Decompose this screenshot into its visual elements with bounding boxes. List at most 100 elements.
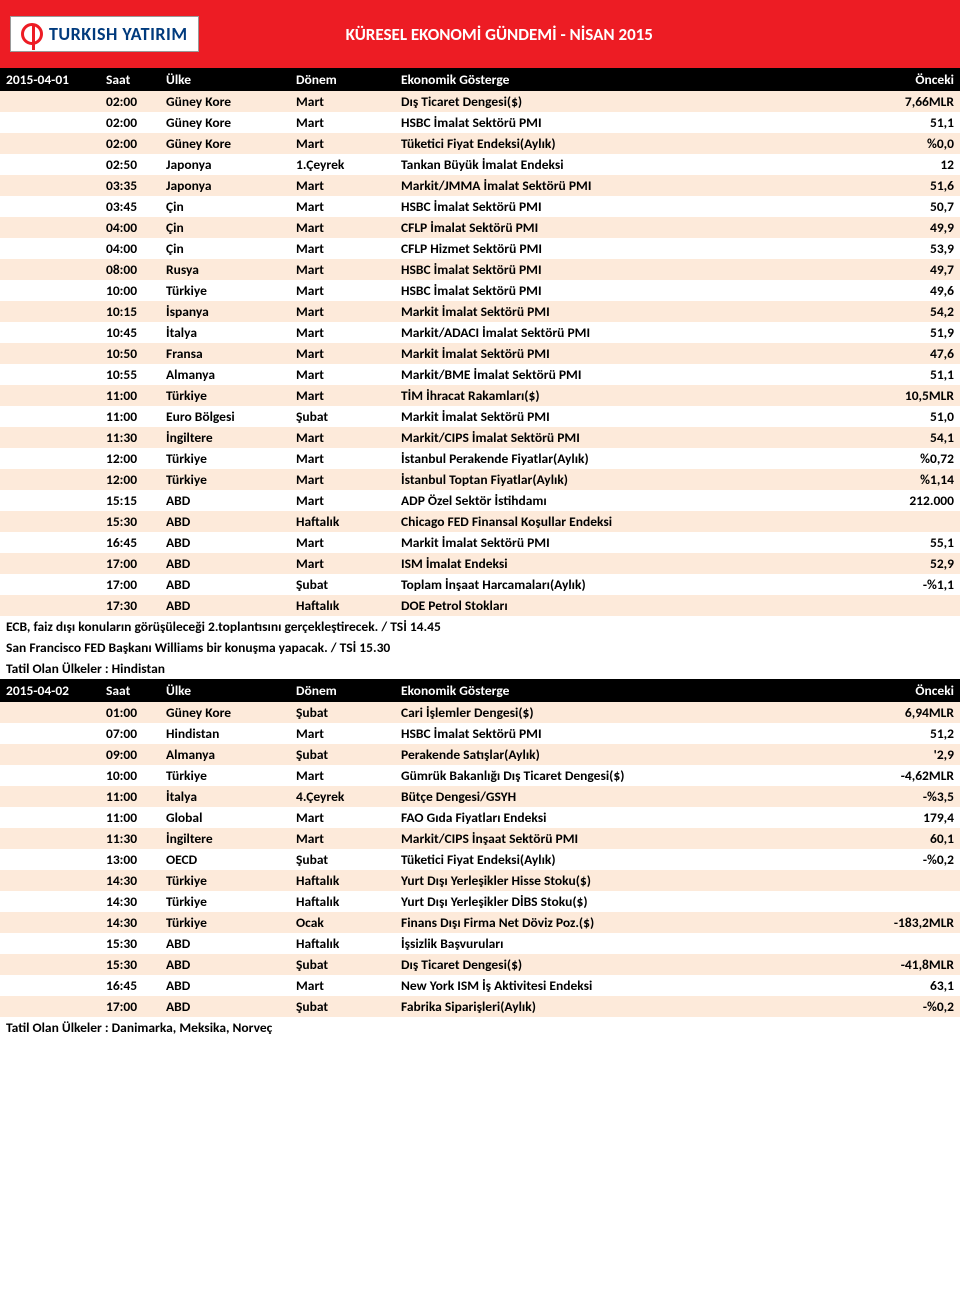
cell-date — [6, 324, 106, 341]
cell-ulke: İtalya — [166, 324, 296, 341]
cell-ulke: Çin — [166, 219, 296, 236]
table-row: 02:00Güney KoreMartHSBC İmalat Sektörü P… — [0, 112, 960, 133]
cell-ulke: Japonya — [166, 177, 296, 194]
cell-donem: Mart — [296, 429, 401, 446]
table-row: 12:00TürkiyeMartİstanbul Toptan Fiyatlar… — [0, 469, 960, 490]
cell-gosterge: Dış Ticaret Dengesi($) — [401, 956, 844, 973]
cell-onceki: 53,9 — [844, 240, 954, 257]
cell-saat: 10:15 — [106, 303, 166, 320]
cell-saat: 15:30 — [106, 956, 166, 973]
cell-gosterge: İstanbul Toptan Fiyatlar(Aylık) — [401, 471, 844, 488]
section-date: 2015-04-01 — [6, 71, 106, 88]
cell-ulke: ABD — [166, 998, 296, 1015]
cell-date — [6, 555, 106, 572]
cell-donem: Mart — [296, 135, 401, 152]
cell-saat: 04:00 — [106, 240, 166, 257]
cell-donem: Mart — [296, 324, 401, 341]
cell-donem: Mart — [296, 282, 401, 299]
cell-saat: 10:45 — [106, 324, 166, 341]
cell-donem: Mart — [296, 534, 401, 551]
cell-date — [6, 597, 106, 614]
logo-text: TURKISH YATIRIM — [49, 23, 188, 45]
cell-onceki: -4,62MLR — [844, 767, 954, 784]
col-ulke: Ülke — [166, 682, 296, 699]
cell-gosterge: İşsizlik Başvuruları — [401, 935, 844, 952]
cell-onceki: 63,1 — [844, 977, 954, 994]
cell-donem: Mart — [296, 198, 401, 215]
cell-donem: Şubat — [296, 408, 401, 425]
col-saat: Saat — [106, 71, 166, 88]
col-donem: Dönem — [296, 71, 401, 88]
col-onceki: Önceki — [844, 682, 954, 699]
table-row: 04:00ÇinMartCFLP Hizmet Sektörü PMI53,9 — [0, 238, 960, 259]
cell-date — [6, 872, 106, 889]
cell-date — [6, 492, 106, 509]
cell-gosterge: HSBC İmalat Sektörü PMI — [401, 282, 844, 299]
cell-onceki: 49,7 — [844, 261, 954, 278]
table-row: 08:00RusyaMartHSBC İmalat Sektörü PMI49,… — [0, 259, 960, 280]
cell-donem: Mart — [296, 830, 401, 847]
cell-gosterge: Markit İmalat Sektörü PMI — [401, 534, 844, 551]
cell-donem: Mart — [296, 366, 401, 383]
table-row: 14:30TürkiyeHaftalıkYurt Dışı Yerleşikle… — [0, 870, 960, 891]
cell-saat: 11:00 — [106, 788, 166, 805]
cell-gosterge: Markit/ADACI İmalat Sektörü PMI — [401, 324, 844, 341]
cell-ulke: ABD — [166, 513, 296, 530]
cell-onceki: 6,94MLR — [844, 704, 954, 721]
cell-donem: Mart — [296, 93, 401, 110]
table-row: 01:00Güney KoreŞubatCari İşlemler Denges… — [0, 702, 960, 723]
table-row: 02:00Güney KoreMartDış Ticaret Dengesi($… — [0, 91, 960, 112]
table-row: 02:50Japonya1.ÇeyrekTankan Büyük İmalat … — [0, 154, 960, 175]
table-row: 11:00İtalya4.ÇeyrekBütçe Dengesi/GSYH-%3… — [0, 786, 960, 807]
col-saat: Saat — [106, 682, 166, 699]
cell-donem: Haftalık — [296, 935, 401, 952]
cell-saat: 17:30 — [106, 597, 166, 614]
cell-onceki — [844, 935, 954, 952]
cell-donem: Mart — [296, 387, 401, 404]
table-row: 17:00ABDŞubatToplam İnşaat Harcamaları(A… — [0, 574, 960, 595]
cell-saat: 10:00 — [106, 282, 166, 299]
cell-donem: Şubat — [296, 998, 401, 1015]
cell-donem: Mart — [296, 725, 401, 742]
cell-onceki: 179,4 — [844, 809, 954, 826]
cell-onceki — [844, 597, 954, 614]
cell-date — [6, 135, 106, 152]
cell-onceki: -%0,2 — [844, 998, 954, 1015]
col-onceki: Önceki — [844, 71, 954, 88]
cell-gosterge: CFLP Hizmet Sektörü PMI — [401, 240, 844, 257]
cell-ulke: Güney Kore — [166, 704, 296, 721]
cell-donem: Haftalık — [296, 513, 401, 530]
cell-gosterge: HSBC İmalat Sektörü PMI — [401, 261, 844, 278]
cell-ulke: İngiltere — [166, 429, 296, 446]
cell-onceki: 51,2 — [844, 725, 954, 742]
table-row: 17:00ABDŞubatFabrika Siparişleri(Aylık)-… — [0, 996, 960, 1017]
cell-ulke: İspanya — [166, 303, 296, 320]
cell-ulke: Türkiye — [166, 282, 296, 299]
section-header: 2015-04-02SaatÜlkeDönemEkonomik Gösterge… — [0, 679, 960, 702]
cell-onceki: 212.000 — [844, 492, 954, 509]
logo-icon — [21, 23, 43, 45]
cell-donem: Şubat — [296, 576, 401, 593]
cell-date — [6, 156, 106, 173]
cell-saat: 11:00 — [106, 809, 166, 826]
cell-date — [6, 303, 106, 320]
cell-gosterge: İstanbul Perakende Fiyatlar(Aylık) — [401, 450, 844, 467]
cell-gosterge: Yurt Dışı Yerleşikler Hisse Stoku($) — [401, 872, 844, 889]
cell-onceki: 7,66MLR — [844, 93, 954, 110]
cell-gosterge: Cari İşlemler Dengesi($) — [401, 704, 844, 721]
cell-saat: 07:00 — [106, 725, 166, 742]
table-row: 15:30ABDHaftalıkİşsizlik Başvuruları — [0, 933, 960, 954]
cell-donem: Mart — [296, 114, 401, 131]
table-row: 11:30İngiltereMartMarkit/CIPS İmalat Sek… — [0, 427, 960, 448]
cell-onceki — [844, 893, 954, 910]
cell-saat: 12:00 — [106, 450, 166, 467]
cell-ulke: Güney Kore — [166, 135, 296, 152]
table-row: 11:00TürkiyeMartTİM İhracat Rakamları($)… — [0, 385, 960, 406]
cell-donem: 1.Çeyrek — [296, 156, 401, 173]
cell-gosterge: Bütçe Dengesi/GSYH — [401, 788, 844, 805]
cell-gosterge: Fabrika Siparişleri(Aylık) — [401, 998, 844, 1015]
cell-gosterge: Tüketici Fiyat Endeksi(Aylık) — [401, 135, 844, 152]
cell-donem: Haftalık — [296, 893, 401, 910]
cell-date — [6, 767, 106, 784]
cell-saat: 03:35 — [106, 177, 166, 194]
